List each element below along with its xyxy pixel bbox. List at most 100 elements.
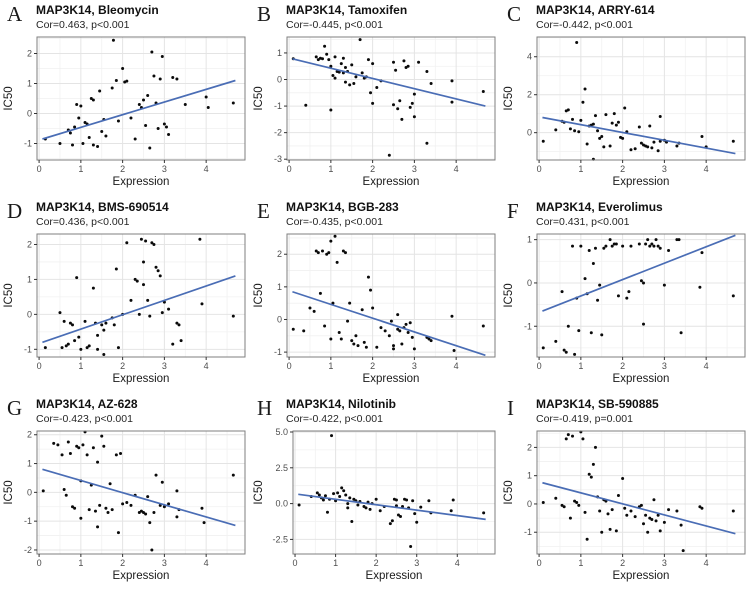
svg-text:IC50: IC50 (503, 86, 515, 110)
panel-letter: A (7, 2, 23, 26)
panel-g: 0 1 2 3 4 -2 -1 0 1 2 Expression IC50 G MAP3K14, AZ… (0, 394, 250, 591)
svg-text:3: 3 (412, 361, 417, 371)
panel-title: MAP3K14, Everolimus (536, 200, 663, 214)
correlation-stats: Cor=-0.435, p<0.001 (286, 216, 383, 228)
svg-text:0: 0 (37, 164, 42, 174)
scatter-plot-g: 0 1 2 3 4 -2 -1 0 1 2 Expression IC50 (3, 430, 246, 582)
svg-text:3: 3 (162, 361, 167, 371)
panel-title: MAP3K14, AZ-628 (36, 397, 138, 411)
svg-text:IC50: IC50 (3, 86, 15, 110)
svg-text:-2: -2 (24, 545, 32, 555)
svg-text:4: 4 (204, 164, 209, 174)
svg-text:-1: -1 (274, 101, 282, 111)
correlation-stats: Cor=-0.419, p=0.001 (536, 413, 633, 425)
svg-text:-1: -1 (24, 516, 32, 526)
svg-text:IC50: IC50 (253, 86, 265, 110)
panel-b: 0 1 2 3 4 -3 -2 -1 0 1 Expression IC50 B MAP3K14, T… (250, 0, 500, 197)
svg-text:Expression: Expression (366, 570, 423, 582)
panel-title: MAP3K14, Tamoxifen (286, 3, 408, 17)
svg-text:4: 4 (527, 52, 532, 62)
svg-text:1: 1 (27, 274, 32, 284)
svg-text:3: 3 (662, 558, 667, 568)
svg-text:1: 1 (527, 235, 532, 245)
svg-text:3: 3 (662, 164, 667, 174)
scatter-plot-f: 0 1 2 3 4 -1 0 1 Expression IC50 (503, 233, 746, 385)
panel-letter: I (507, 396, 514, 420)
svg-text:4: 4 (704, 164, 709, 174)
svg-text:0: 0 (37, 361, 42, 371)
correlation-stats: Cor=-0.445, p<0.001 (286, 19, 383, 31)
svg-text:1: 1 (78, 558, 83, 568)
svg-text:3: 3 (162, 164, 167, 174)
svg-text:-1: -1 (24, 344, 32, 354)
svg-text:0: 0 (277, 75, 282, 85)
svg-text:IC50: IC50 (253, 480, 265, 504)
svg-text:0: 0 (527, 499, 532, 509)
svg-text:2.5: 2.5 (275, 463, 288, 473)
correlation-stats: Cor=0.431, p<0.001 (536, 216, 630, 228)
svg-text:4: 4 (455, 558, 460, 568)
svg-text:0: 0 (293, 558, 298, 568)
svg-text:1: 1 (78, 361, 83, 371)
svg-text:2: 2 (120, 558, 125, 568)
panel-title: MAP3K14, Bleomycin (36, 3, 159, 17)
scatter-plot-c: 0 1 2 3 4 0 2 4 Expression IC50 (503, 36, 746, 188)
scatter-plot-a: 0 1 2 3 4 -1 0 1 2 Expression IC50 (3, 36, 246, 188)
svg-text:Expression: Expression (613, 373, 670, 385)
svg-text:2: 2 (120, 361, 125, 371)
panel-c: 0 1 2 3 4 0 2 4 Expression IC50 C MAP3K14, ARRY-6… (500, 0, 752, 197)
panel-letter: B (257, 2, 272, 26)
scatter-plot-e: 0 1 2 3 4 -1 0 1 2 Expression IC50 (253, 233, 496, 385)
svg-text:-2.5: -2.5 (272, 534, 288, 544)
svg-text:0: 0 (27, 109, 32, 119)
svg-text:Expression: Expression (363, 373, 420, 385)
panel-title: MAP3K14, SB-590885 (536, 397, 659, 411)
svg-text:0: 0 (277, 314, 282, 324)
svg-text:0: 0 (537, 164, 542, 174)
svg-text:IC50: IC50 (3, 283, 15, 307)
panel-e: 0 1 2 3 4 -1 0 1 2 Expression IC50 E MAP3K14, BGB-… (250, 197, 500, 394)
svg-text:0: 0 (27, 487, 32, 497)
svg-text:0: 0 (287, 164, 292, 174)
svg-text:2: 2 (27, 430, 32, 440)
svg-text:3: 3 (162, 558, 167, 568)
svg-text:1: 1 (527, 471, 532, 481)
svg-text:2: 2 (27, 49, 32, 59)
svg-text:5.0: 5.0 (275, 427, 288, 437)
panel-letter: D (7, 199, 23, 223)
svg-text:-3: -3 (274, 154, 282, 164)
svg-text:0: 0 (27, 309, 32, 319)
svg-text:2: 2 (120, 164, 125, 174)
svg-text:1: 1 (277, 48, 282, 58)
correlation-stats: Cor=0.436, p<0.001 (36, 216, 130, 228)
svg-text:-1: -1 (24, 139, 32, 149)
svg-text:1: 1 (277, 282, 282, 292)
svg-text:Expression: Expression (613, 176, 670, 188)
correlation-stats: Cor=-0.422, p<0.001 (286, 413, 383, 425)
svg-text:Expression: Expression (613, 570, 670, 582)
svg-text:2: 2 (620, 164, 625, 174)
svg-text:2: 2 (370, 361, 375, 371)
scatter-plot-d: 0 1 2 3 4 -1 0 1 2 Expression IC50 (3, 233, 246, 385)
svg-text:IC50: IC50 (503, 480, 515, 504)
panel-letter: H (257, 396, 273, 420)
panel-letter: F (507, 199, 519, 223)
correlation-stats: Cor=-0.423, p<0.001 (36, 413, 133, 425)
svg-text:0: 0 (527, 278, 532, 288)
svg-text:IC50: IC50 (3, 480, 15, 504)
panel-title: MAP3K14, ARRY-614 (536, 3, 655, 17)
svg-text:2: 2 (620, 558, 625, 568)
svg-text:1: 1 (578, 361, 583, 371)
panel-title: MAP3K14, Nilotinib (286, 397, 397, 411)
svg-text:0: 0 (287, 361, 292, 371)
svg-text:3: 3 (414, 558, 419, 568)
svg-text:3: 3 (412, 164, 417, 174)
svg-text:2: 2 (374, 558, 379, 568)
panel-f: 0 1 2 3 4 -1 0 1 Expression IC50 F MAP3K14, Evero… (500, 197, 752, 394)
svg-text:4: 4 (454, 361, 459, 371)
svg-text:2: 2 (620, 361, 625, 371)
svg-text:4: 4 (704, 361, 709, 371)
svg-text:1: 1 (578, 558, 583, 568)
svg-text:2: 2 (370, 164, 375, 174)
svg-text:IC50: IC50 (253, 283, 265, 307)
